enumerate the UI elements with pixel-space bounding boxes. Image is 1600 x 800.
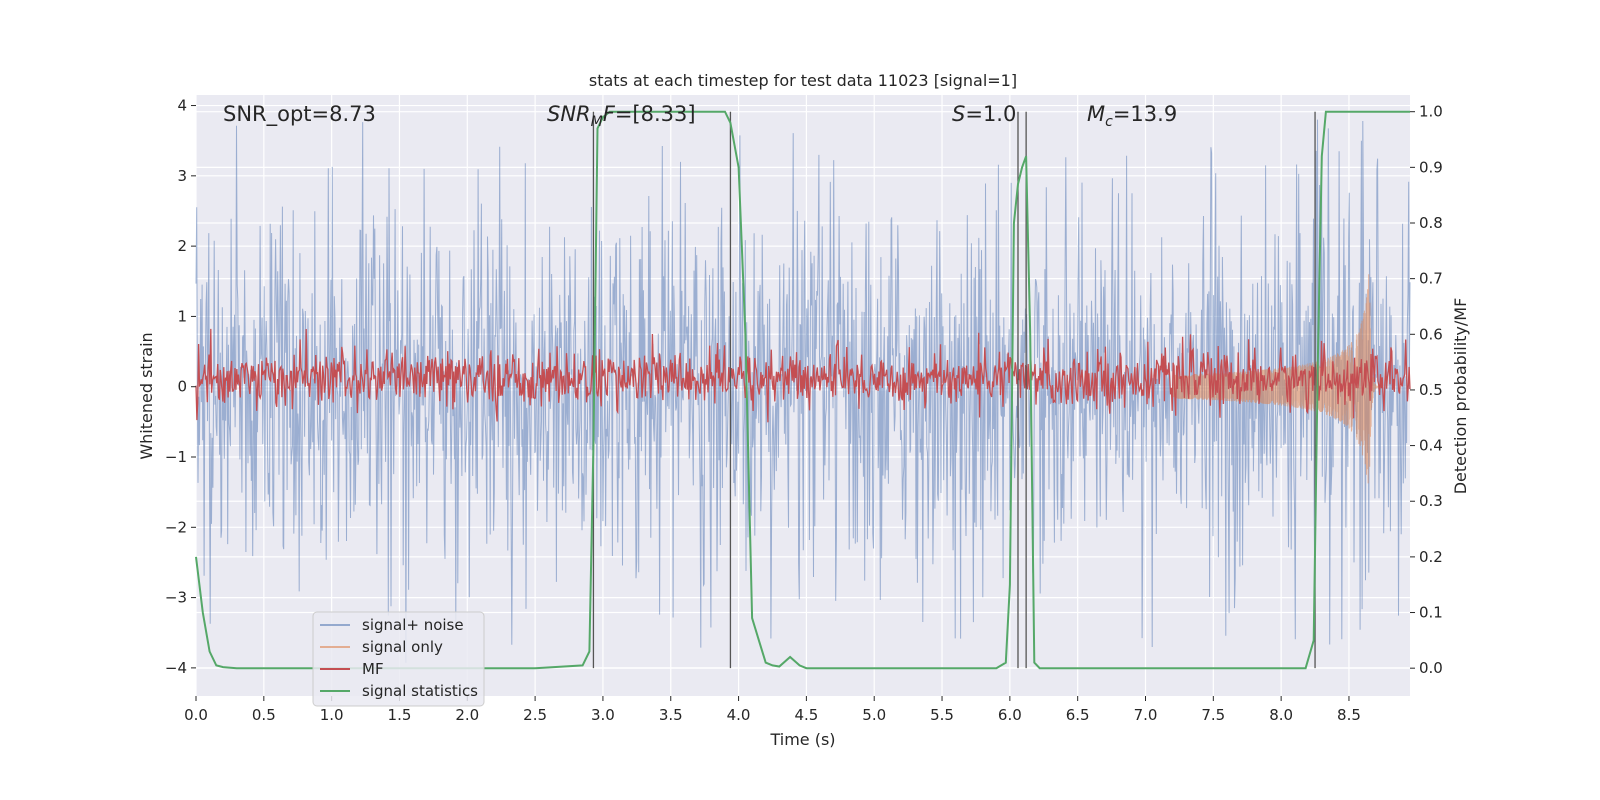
x-tick-label: 2.5: [523, 706, 547, 724]
axis-ticks: 0.0 0.5 1.0 1.5 2.0 2.5 3.0 3.5 4.0 4.5 5.0 5.5 6.0 6…: [165, 97, 1443, 724]
x-tick-label: 7.5: [1201, 706, 1225, 724]
y-tick-label: 1: [177, 307, 187, 325]
x-tick-label: 0.5: [252, 706, 276, 724]
chart-title: stats at each timestep for test data 110…: [589, 71, 1017, 90]
annotation-mc: Mc=13.9: [1087, 102, 1177, 130]
x-tick-label: 5.5: [930, 706, 954, 724]
y-tick-label: 4: [177, 97, 187, 115]
mf-line: [195, 328, 1411, 423]
y-axis-label: Whitened strain: [137, 332, 156, 459]
y-right-tick-label: 0.2: [1419, 548, 1443, 566]
x-tick-label: 5.0: [862, 706, 886, 724]
signal-noise-line: [195, 119, 1411, 663]
legend-label-mf: MF: [362, 660, 384, 678]
y-right-tick-label: 1.0: [1419, 103, 1443, 121]
x-tick-label: 8.0: [1269, 706, 1293, 724]
annotation-s: S=1.0: [952, 102, 1016, 126]
legend-box: [312, 611, 485, 707]
y-right-tick-label: 0.0: [1419, 659, 1443, 677]
x-tick-label: 0.0: [184, 706, 208, 724]
x-tick-label: 3.0: [591, 706, 615, 724]
y-tick-label: −2: [165, 518, 187, 536]
series-group: [195, 119, 1411, 663]
y-tick-label: −3: [165, 589, 187, 607]
y-axis-right-label: Detection probability/MF: [1451, 298, 1470, 495]
y-right-tick-label: 0.9: [1419, 158, 1443, 176]
y-tick-label: −4: [165, 659, 187, 677]
x-tick-label: 6.0: [998, 706, 1022, 724]
x-axis-label: Time (s): [769, 730, 835, 749]
legend-label-signal-noise: signal+ noise: [362, 616, 464, 634]
x-tick-label: 8.5: [1337, 706, 1361, 724]
y-right-tick-label: 0.5: [1419, 381, 1443, 399]
y-right-tick-label: 0.8: [1419, 214, 1443, 232]
x-tick-label: 4.0: [727, 706, 751, 724]
y-right-tick-label: 0.3: [1419, 492, 1443, 510]
legend-label-signal-only: signal only: [362, 638, 443, 656]
x-tick-label: 1.5: [388, 706, 412, 724]
y-tick-label: 3: [177, 167, 187, 185]
x-tick-label: 6.5: [1066, 706, 1090, 724]
annotation-snr-opt: SNR_opt=8.73: [223, 102, 376, 127]
y-tick-label: −1: [165, 448, 187, 466]
x-tick-label: 7.0: [1134, 706, 1158, 724]
x-tick-label: 3.5: [659, 706, 683, 724]
legend: signal+ noise signal only MF signal stat…: [312, 611, 485, 707]
y-right-tick-label: 0.4: [1419, 437, 1443, 455]
legend-label-signal-statistics: signal statistics: [362, 682, 478, 700]
y-right-tick-label: 0.7: [1419, 270, 1443, 288]
y-tick-label: 2: [177, 237, 187, 255]
x-tick-label: 1.0: [320, 706, 344, 724]
annotation-snr-mf: SNRMF=[8.33]: [547, 102, 696, 130]
y-tick-label: 0: [177, 378, 187, 396]
y-right-tick-label: 0.6: [1419, 325, 1443, 343]
y-right-tick-label: 0.1: [1419, 604, 1443, 622]
x-tick-label: 2.0: [455, 706, 479, 724]
x-tick-label: 4.5: [794, 706, 818, 724]
